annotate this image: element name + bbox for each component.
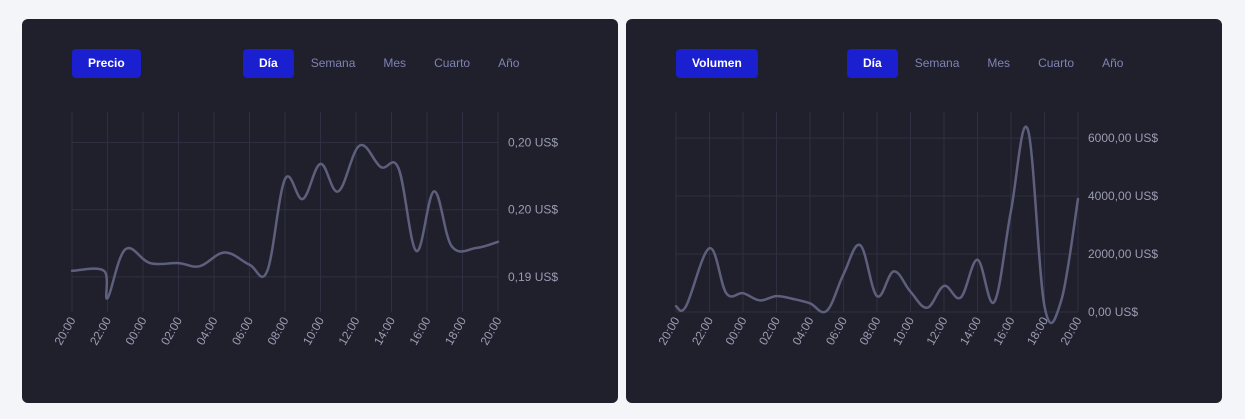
volume-y-tick-label: 2000,00 US$	[1088, 247, 1158, 261]
price-y-tick-label: 0,19 US$	[508, 270, 558, 284]
price-range-tabs: Día Semana Mes Cuarto Año	[243, 49, 536, 78]
price-y-tick-label: 0,20 US$	[508, 136, 558, 150]
volume-y-tick-label: 0,00 US$	[1088, 305, 1138, 319]
volume-tab-week[interactable]: Semana	[904, 49, 971, 78]
price-x-tick-label: 12:00	[335, 314, 362, 347]
volume-x-tick-label: 08:00	[856, 314, 883, 347]
price-x-tick-label: 02:00	[158, 314, 185, 347]
volume-x-tick-label: 14:00	[957, 314, 984, 347]
price-x-tick-label: 00:00	[122, 314, 149, 347]
price-x-tick-label: 04:00	[193, 314, 220, 347]
price-x-tick-label: 16:00	[406, 314, 433, 347]
price-metric-button[interactable]: Precio	[72, 49, 141, 78]
price-x-tick-label: 14:00	[371, 314, 398, 347]
price-chart: 0,19 US$ 0,20 US$ 0,20 US$ 20:00 22:00 00:00 0…	[51, 112, 558, 348]
price-x-tick-label: 18:00	[442, 314, 469, 347]
volume-x-tick-label: 22:00	[689, 314, 716, 347]
price-x-tick-label: 08:00	[264, 314, 291, 347]
volume-x-tick-label: 12:00	[923, 314, 950, 347]
price-tab-quarter[interactable]: Cuarto	[423, 49, 481, 78]
volume-x-tick-label: 20:00	[655, 314, 682, 347]
volume-chart-card: 0,00 US$ 2000,00 US$ 4000,00 US$ 6000,00 US…	[626, 19, 1222, 403]
price-x-tick-label: 20:00	[477, 314, 504, 347]
price-tab-day[interactable]: Día	[243, 49, 294, 78]
volume-x-tick-label: 06:00	[823, 314, 850, 347]
price-tab-month[interactable]: Mes	[372, 49, 417, 78]
volume-x-tick-label: 16:00	[990, 314, 1017, 347]
volume-range-tabs: Día Semana Mes Cuarto Año	[847, 49, 1140, 78]
volume-x-tick-label: 10:00	[890, 314, 917, 347]
volume-tab-quarter[interactable]: Cuarto	[1027, 49, 1085, 78]
volume-chart: 0,00 US$ 2000,00 US$ 4000,00 US$ 6000,00 US…	[655, 112, 1158, 348]
price-x-tick-label: 06:00	[229, 314, 256, 347]
price-series-line	[70, 143, 500, 300]
volume-metric-button[interactable]: Volumen	[676, 49, 758, 78]
price-tab-year[interactable]: Año	[487, 49, 530, 78]
price-x-tick-label: 10:00	[300, 314, 327, 347]
volume-x-tick-label: 20:00	[1057, 314, 1084, 347]
volume-series-line	[674, 125, 1080, 325]
price-y-tick-label: 0,20 US$	[508, 203, 558, 217]
volume-x-tick-label: 04:00	[789, 314, 816, 347]
price-tab-week[interactable]: Semana	[300, 49, 367, 78]
volume-y-tick-label: 4000,00 US$	[1088, 189, 1158, 203]
volume-tab-year[interactable]: Año	[1091, 49, 1134, 78]
volume-x-tick-label: 02:00	[756, 314, 783, 347]
price-x-tick-label: 20:00	[51, 314, 78, 347]
volume-tab-day[interactable]: Día	[847, 49, 898, 78]
volume-tab-month[interactable]: Mes	[976, 49, 1021, 78]
volume-y-tick-label: 6000,00 US$	[1088, 131, 1158, 145]
volume-x-tick-label: 00:00	[722, 314, 749, 347]
price-chart-card: 0,19 US$ 0,20 US$ 0,20 US$ 20:00 22:00 00:00 0…	[22, 19, 618, 403]
price-x-tick-label: 22:00	[87, 314, 114, 347]
